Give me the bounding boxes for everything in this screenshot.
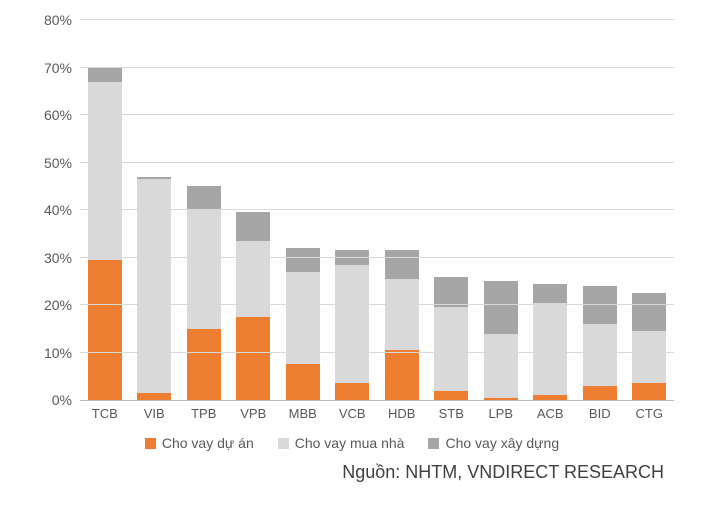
bar-VPB [236,20,270,400]
legend-swatch-icon [428,438,439,449]
gridline [80,209,674,210]
x-tick-label: LPB [484,406,518,421]
chart-wrapper: 0% 10% 20% 30% 40% 50% 60% 70% 80% TCB VIB TPB VPB M… [0,0,704,506]
bar-segment-xay_dung [385,250,419,279]
x-axis-labels: TCB VIB TPB VPB MBB VCB HDB STB LPB ACB BID CTG [80,406,674,421]
bar-segment-du_an [385,350,419,400]
bar-VIB [137,20,171,400]
bar-ACB [533,20,567,400]
bar-segment-xay_dung [335,250,369,264]
legend-swatch-icon [145,438,156,449]
bar-segment-mua_nha [236,241,270,317]
bar-segment-xay_dung [434,277,468,308]
bar-HDB [385,20,419,400]
bar-segment-xay_dung [286,248,320,272]
legend-item-du_an: Cho vay dự án [145,435,254,451]
y-tick-label: 70% [44,60,72,76]
bar-segment-du_an [335,383,369,400]
gridline [80,352,674,353]
bar-segment-mua_nha [187,210,221,329]
legend: Cho vay dự án Cho vay mua nhà Cho vay xây … [30,435,674,452]
bar-LPB [484,20,518,400]
bar-segment-mua_nha [583,324,617,386]
legend-label: Cho vay dự án [162,435,254,451]
x-tick-label: TCB [88,406,122,421]
plot-area [80,20,674,401]
bar-TCB [88,20,122,400]
x-tick-label: TPB [187,406,221,421]
bar-segment-mua_nha [632,331,666,383]
y-tick-label: 30% [44,250,72,266]
legend-item-xay_dung: Cho vay xây dựng [428,435,559,451]
bar-segment-xay_dung [484,281,518,333]
y-tick-label: 80% [44,12,72,28]
bar-segment-mua_nha [137,179,171,393]
gridline [80,67,674,68]
x-tick-label: CTG [632,406,666,421]
bar-segment-xay_dung [187,186,221,210]
gridline [80,19,674,20]
x-tick-label: VCB [335,406,369,421]
chart-area: 0%10%20%30%40%50%60%70%80% [30,20,674,400]
bar-segment-mua_nha [385,279,419,350]
y-tick-label: 40% [44,202,72,218]
bar-segment-xay_dung [533,284,567,303]
bar-segment-xay_dung [583,286,617,324]
bar-CTG [632,20,666,400]
gridline [80,114,674,115]
x-tick-label: VIB [137,406,171,421]
y-axis: 0%10%20%30%40%50%60%70%80% [30,20,80,400]
bar-segment-du_an [632,383,666,400]
bar-segment-xay_dung [632,293,666,331]
bar-segment-du_an [88,260,122,400]
bar-segment-du_an [434,391,468,401]
gridline [80,257,674,258]
bar-segment-du_an [187,329,221,400]
bar-segment-mua_nha [286,272,320,365]
bar-segment-du_an [484,398,518,400]
legend-item-mua_nha: Cho vay mua nhà [278,435,405,451]
bar-segment-mua_nha [484,334,518,398]
x-tick-label: STB [434,406,468,421]
bar-segment-du_an [236,317,270,400]
x-tick-label: MBB [286,406,320,421]
bar-segment-du_an [533,395,567,400]
source-label: Nguồn: NHTM, VNDIRECT RESEARCH [30,462,674,483]
bars-container [80,20,674,400]
legend-label: Cho vay mua nhà [295,435,405,451]
bar-segment-du_an [286,364,320,400]
y-tick-label: 60% [44,107,72,123]
y-tick-label: 10% [44,345,72,361]
bar-MBB [286,20,320,400]
gridline [80,162,674,163]
y-tick-label: 20% [44,297,72,313]
bar-TPB [187,20,221,400]
x-tick-label: VPB [236,406,270,421]
bar-segment-mua_nha [533,303,567,396]
legend-swatch-icon [278,438,289,449]
bar-segment-du_an [583,386,617,400]
x-tick-label: ACB [533,406,567,421]
bar-segment-mua_nha [335,265,369,384]
bar-STB [434,20,468,400]
bar-BID [583,20,617,400]
legend-label: Cho vay xây dựng [445,435,559,451]
y-tick-label: 50% [44,155,72,171]
bar-VCB [335,20,369,400]
bar-segment-du_an [137,393,171,400]
bar-segment-xay_dung [88,68,122,82]
x-tick-label: HDB [385,406,419,421]
bar-segment-mua_nha [88,82,122,260]
x-tick-label: BID [583,406,617,421]
gridline [80,304,674,305]
y-tick-label: 0% [52,392,72,408]
bar-segment-xay_dung [236,212,270,241]
bar-segment-mua_nha [434,307,468,390]
